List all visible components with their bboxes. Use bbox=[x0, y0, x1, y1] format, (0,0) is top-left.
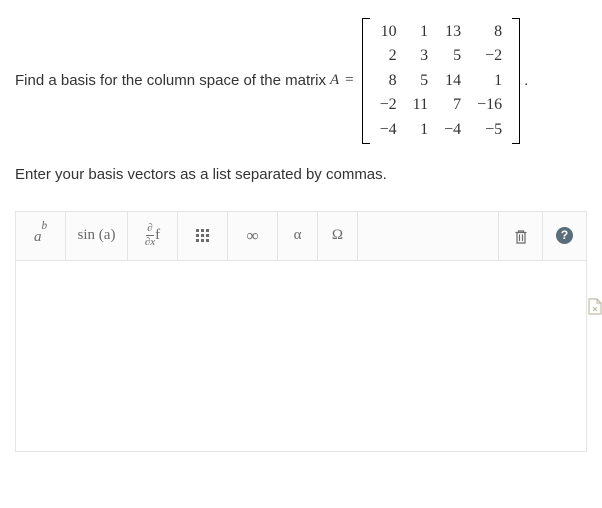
tool-alpha[interactable]: α bbox=[278, 212, 318, 260]
matrix-cell: 14 bbox=[436, 69, 469, 93]
problem-statement: Find a basis for the column space of the… bbox=[15, 18, 587, 144]
tool-sin[interactable]: sin (a) bbox=[66, 212, 128, 260]
math-editor: ab sin (a) ∂ ∂x f bbox=[15, 211, 587, 452]
matrix-right-bracket bbox=[512, 18, 520, 144]
matrix-cell: 10 bbox=[372, 20, 405, 44]
prompt-prefix: Find a basis for the column space of the… bbox=[15, 70, 326, 91]
tool-omega[interactable]: Ω bbox=[318, 212, 358, 260]
omega-label: Ω bbox=[332, 227, 343, 244]
statement-period: . bbox=[524, 70, 528, 91]
matrix-cell: 13 bbox=[436, 20, 469, 44]
matrix-cell: −2 bbox=[469, 44, 510, 68]
matrix-cell: 3 bbox=[405, 44, 436, 68]
matrix-cell: 1 bbox=[405, 118, 436, 142]
matrix-cell: 8 bbox=[469, 20, 510, 44]
answer-input[interactable] bbox=[15, 260, 587, 452]
toolbar-left-group: ab sin (a) ∂ ∂x f bbox=[16, 212, 358, 260]
matrix-row: 85141 bbox=[372, 69, 511, 93]
deriv-den: ∂x bbox=[145, 236, 155, 249]
matrix-cell: 1 bbox=[469, 69, 510, 93]
matrix-cell: 1 bbox=[405, 20, 436, 44]
sub-instruction: Enter your basis vectors as a list separ… bbox=[15, 166, 587, 183]
matrix-row: 101138 bbox=[372, 20, 511, 44]
matrix-cell: 7 bbox=[436, 93, 469, 117]
toolbar-right-group: ? bbox=[498, 212, 586, 260]
matrix-variable: A bbox=[330, 70, 339, 91]
tool-help[interactable]: ? bbox=[542, 212, 586, 260]
keypad-icon bbox=[196, 229, 209, 242]
infinity-label: ∞ bbox=[246, 226, 258, 246]
deriv-f: f bbox=[155, 227, 160, 244]
matrix-cell: −2 bbox=[372, 93, 405, 117]
matrix-A: 101138 235−2 85141 −2117−16 −41−4−5 bbox=[362, 18, 521, 144]
sin-label: sin (a) bbox=[78, 227, 116, 244]
editor-toolbar: ab sin (a) ∂ ∂x f bbox=[15, 211, 587, 260]
toolbar-spacer bbox=[358, 212, 498, 260]
matrix-row: −41−4−5 bbox=[372, 118, 511, 142]
matrix-cell: −5 bbox=[469, 118, 510, 142]
matrix-left-bracket bbox=[362, 18, 370, 144]
matrix-cell: −4 bbox=[436, 118, 469, 142]
tool-derivative[interactable]: ∂ ∂x f bbox=[128, 212, 178, 260]
matrix-cell: 5 bbox=[405, 69, 436, 93]
exp-sup: b bbox=[41, 220, 47, 232]
matrix-cell: 2 bbox=[372, 44, 405, 68]
fullscreen-icon[interactable] bbox=[586, 295, 602, 317]
matrix-cell: −16 bbox=[469, 93, 510, 117]
matrix-cell: 11 bbox=[405, 93, 436, 117]
matrix-row: −2117−16 bbox=[372, 93, 511, 117]
matrix-table: 101138 235−2 85141 −2117−16 −41−4−5 bbox=[372, 20, 511, 142]
deriv-num: ∂ bbox=[146, 223, 153, 237]
matrix-cell: −4 bbox=[372, 118, 405, 142]
matrix-cell: 5 bbox=[436, 44, 469, 68]
help-icon: ? bbox=[556, 227, 573, 244]
equals-sign: = bbox=[345, 70, 353, 91]
matrix-cell: 8 bbox=[372, 69, 405, 93]
trash-icon bbox=[514, 229, 528, 243]
matrix-row: 235−2 bbox=[372, 44, 511, 68]
tool-trash[interactable] bbox=[498, 212, 542, 260]
tool-keypad[interactable] bbox=[178, 212, 228, 260]
alpha-label: α bbox=[294, 227, 302, 244]
tool-exponent[interactable]: ab bbox=[16, 212, 66, 260]
tool-infinity[interactable]: ∞ bbox=[228, 212, 278, 260]
